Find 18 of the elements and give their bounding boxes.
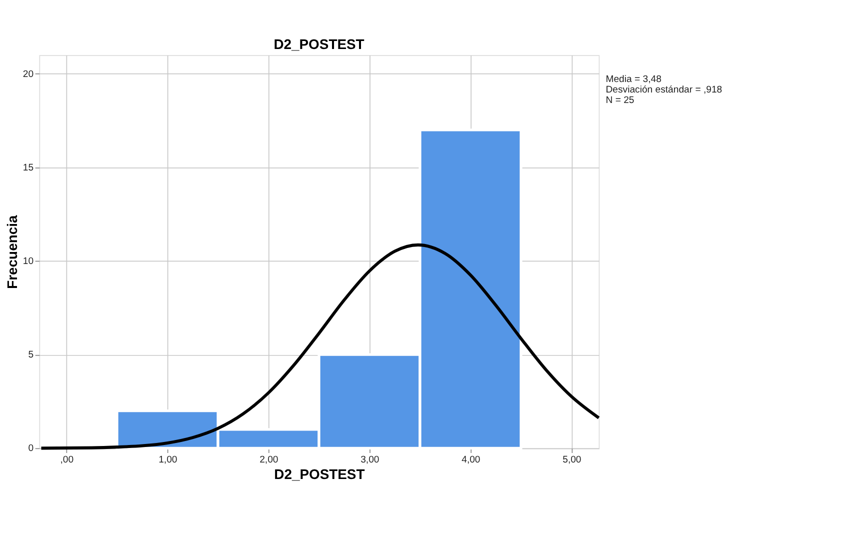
text: Media = 3,48 <box>606 74 662 86</box>
x-tick-label: 3,00 <box>360 454 380 466</box>
x-tick-label: 2,00 <box>260 454 278 466</box>
y-tick-label: 15 <box>22 162 34 174</box>
y-tick-label: 5 <box>28 350 34 361</box>
y-axis-title: Frecuencia <box>4 215 20 289</box>
y-tick-label: 0 <box>28 443 34 454</box>
x-tick-label: ,00 <box>60 454 74 466</box>
y-tick-label: 10 <box>22 256 34 268</box>
text: N = 25 <box>606 95 634 106</box>
text: Desviación estándar = ,918 <box>606 84 722 96</box>
chart-title: D2_POSTEST <box>274 36 365 52</box>
x-tick-label: 4,00 <box>462 454 480 466</box>
x-tick-label: 1,00 <box>158 454 178 466</box>
x-tick-label: 5,00 <box>562 454 582 466</box>
line-series <box>40 243 600 450</box>
y-tick-label: 20 <box>22 68 34 80</box>
x-axis-title: D2_POSTEST <box>274 466 366 482</box>
